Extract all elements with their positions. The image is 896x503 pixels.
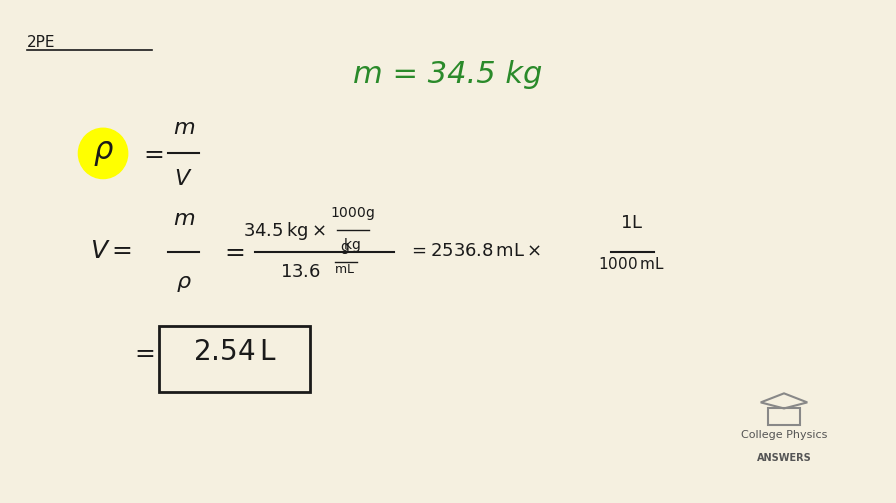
Text: $\mathrm{mL}$: $\mathrm{mL}$: [334, 263, 356, 276]
Text: $1\mathrm{L}$: $1\mathrm{L}$: [620, 214, 643, 232]
Text: $1000\mathrm{g}$: $1000\mathrm{g}$: [330, 205, 375, 222]
FancyBboxPatch shape: [159, 326, 310, 392]
Text: $\mathrm{kg}$: $\mathrm{kg}$: [343, 236, 361, 255]
Text: 2PE: 2PE: [27, 35, 56, 50]
Text: $V$: $V$: [175, 169, 193, 189]
Text: ANSWERS: ANSWERS: [756, 453, 812, 463]
Text: $\rho$: $\rho$: [176, 274, 192, 294]
Text: $2.54\,\mathrm{L}$: $2.54\,\mathrm{L}$: [193, 338, 277, 366]
Text: $=$: $=$: [139, 141, 164, 165]
Ellipse shape: [79, 128, 128, 179]
Text: $m$: $m$: [173, 118, 194, 138]
Text: $= 2536.8\,\mathrm{mL} \times$: $= 2536.8\,\mathrm{mL} \times$: [408, 242, 541, 261]
Text: College Physics: College Physics: [741, 430, 827, 440]
Text: $V =$: $V =$: [90, 239, 132, 264]
Text: $=$: $=$: [130, 340, 155, 364]
Text: $\rho$: $\rho$: [92, 139, 114, 168]
Text: $m$: $m$: [173, 209, 194, 229]
Text: $1000\,\mathrm{mL}$: $1000\,\mathrm{mL}$: [599, 256, 665, 272]
Text: $34.5\,\mathrm{kg} \times$: $34.5\,\mathrm{kg} \times$: [244, 220, 326, 242]
Text: $\mathrm{g}$: $\mathrm{g}$: [340, 240, 349, 256]
Text: $=$: $=$: [220, 239, 245, 264]
Text: $13.6\,$: $13.6\,$: [280, 263, 321, 281]
Text: m = 34.5 kg: m = 34.5 kg: [353, 60, 543, 90]
